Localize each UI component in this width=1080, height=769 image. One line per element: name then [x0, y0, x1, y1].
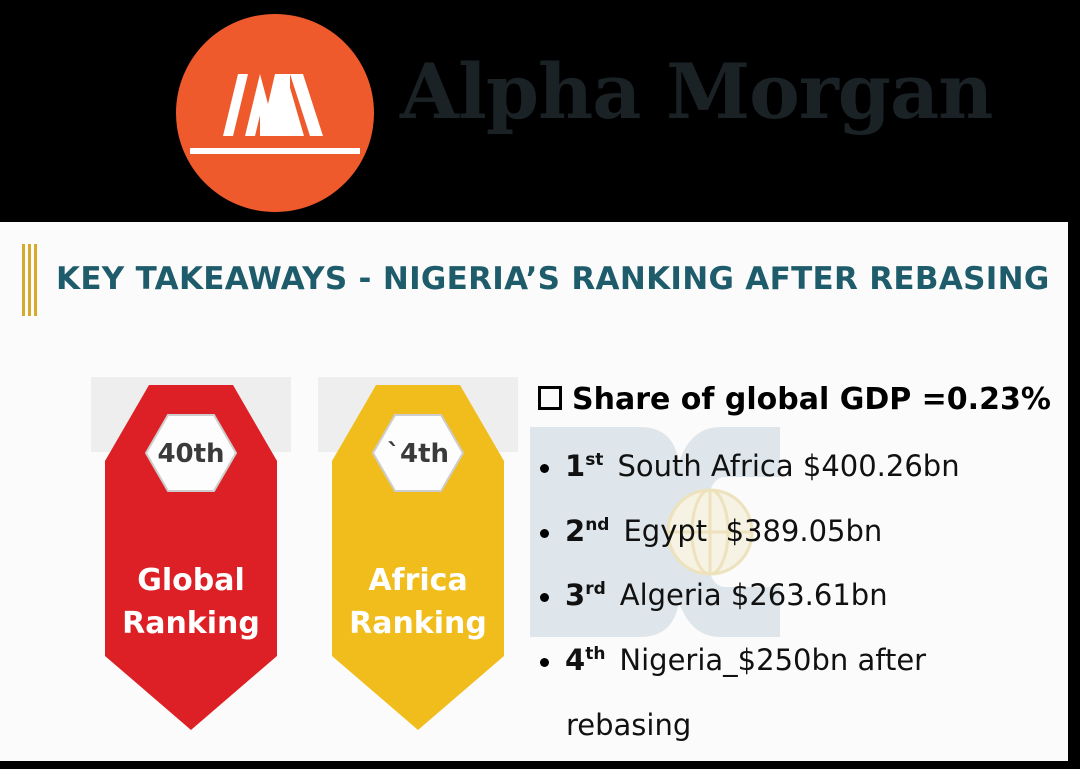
- rank-number: 4: [565, 643, 586, 677]
- country-gdp: Egypt $389.05bn: [623, 514, 883, 548]
- alpha-morgan-logo-icon: [176, 14, 374, 212]
- list-item: 2nd Egypt $389.05bn: [540, 514, 882, 548]
- africa-rank-value: `4th: [386, 439, 450, 469]
- badge-global-ranking: 40th Global Ranking: [88, 377, 294, 730]
- brand-name: Alpha Morgan: [400, 47, 993, 136]
- slide-bottom-border: [0, 761, 1080, 769]
- badge-shape: [332, 385, 504, 730]
- rank-suffix: st: [585, 450, 604, 470]
- gdp-share-headline: Share of global GDP =0.23%: [538, 382, 1051, 417]
- country-gdp: Algeria $263.61bn: [619, 578, 888, 612]
- rank-suffix: nd: [585, 515, 610, 535]
- rank-number: 3: [565, 578, 586, 612]
- watermark-globe-icon: [530, 427, 780, 637]
- label-line: Africa: [368, 563, 468, 598]
- global-ranking-label: Global Ranking: [88, 559, 294, 645]
- africa-ranking-label: Africa Ranking: [315, 559, 521, 645]
- title-accent-bars: [22, 244, 42, 316]
- list-item: 4th Nigeria_$250bn after: [540, 643, 926, 677]
- country-gdp: Nigeria_$250bn after: [619, 643, 927, 677]
- bullet-icon: [540, 657, 549, 667]
- list-item-continuation: rebasing: [566, 708, 692, 742]
- badge-africa-ranking: `4th Africa Ranking: [315, 377, 521, 730]
- slide-title: KEY TAKEAWAYS - NIGERIA’S RANKING AFTER …: [56, 261, 1050, 297]
- bullet-icon: [540, 463, 549, 473]
- headline-text: Share of global GDP =0.23%: [572, 382, 1051, 417]
- country-gdp: South Africa $400.26bn: [617, 449, 960, 483]
- bullet-icon: [540, 528, 549, 538]
- rank-number: 1: [565, 449, 586, 483]
- list-item: 3rd Algeria $263.61bn: [540, 578, 888, 612]
- label-line: Ranking: [122, 606, 260, 641]
- label-line: Ranking: [349, 606, 487, 641]
- bullet-icon: [540, 592, 549, 602]
- list-item: 1st South Africa $400.26bn: [540, 449, 960, 483]
- brand-header: Alpha Morgan: [0, 0, 1080, 222]
- rank-suffix: th: [585, 644, 606, 664]
- slide: KEY TAKEAWAYS - NIGERIA’S RANKING AFTER …: [0, 222, 1080, 769]
- global-rank-value: 40th: [157, 439, 225, 469]
- badge-shape: [105, 385, 277, 730]
- slide-right-border: [1068, 222, 1080, 769]
- checkbox-icon: [538, 385, 562, 410]
- label-line: Global: [137, 563, 245, 598]
- rank-number: 2: [565, 514, 586, 548]
- rank-suffix: rd: [585, 579, 606, 599]
